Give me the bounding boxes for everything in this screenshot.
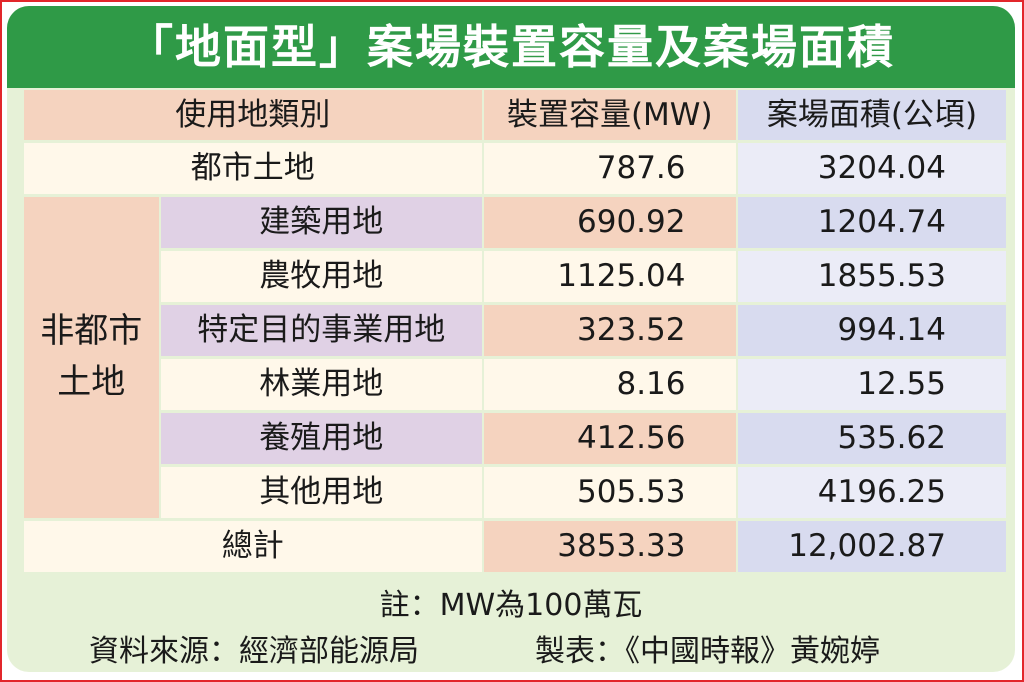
column-header: 案場面積(公頃) <box>738 90 1006 140</box>
capacity-cell: 1125.04 <box>484 250 736 302</box>
category-cell: 養殖用地 <box>161 412 482 464</box>
category-cell: 農牧用地 <box>161 250 482 302</box>
table-title: 「地面型」案場裝置容量及案場面積 <box>7 6 1015 88</box>
category-cell: 其他用地 <box>161 466 482 518</box>
area-cell: 4196.25 <box>738 466 1006 518</box>
area-cell: 1855.53 <box>738 250 1006 302</box>
category-cell: 建築用地 <box>161 196 482 248</box>
group-label: 非都市 <box>40 311 143 352</box>
group-label-cell: 非都市 土地 <box>24 196 159 518</box>
area-cell: 1204.74 <box>738 196 1006 248</box>
area-cell: 535.62 <box>738 412 1006 464</box>
area-cell: 3204.04 <box>738 142 1006 194</box>
column-header: 裝置容量(MW) <box>484 90 736 140</box>
capacity-cell: 787.6 <box>484 142 736 194</box>
source-credit: 資料來源：經濟部能源局 <box>89 634 419 669</box>
category-cell: 都市土地 <box>24 142 482 194</box>
maker-credit: 製表：《中國時報》黃婉婷 <box>535 634 880 669</box>
capacity-cell: 323.52 <box>484 304 736 356</box>
area-cell: 12,002.87 <box>738 520 1006 572</box>
capacity-cell: 505.53 <box>484 466 736 518</box>
capacity-cell: 3853.33 <box>484 520 736 572</box>
capacity-cell: 412.56 <box>484 412 736 464</box>
column-header: 使用地類別 <box>24 90 482 140</box>
group-label: 土地 <box>57 362 126 403</box>
category-cell: 林業用地 <box>161 358 482 410</box>
capacity-cell: 8.16 <box>484 358 736 410</box>
capacity-cell: 690.92 <box>484 196 736 248</box>
category-cell: 特定目的事業用地 <box>161 304 482 356</box>
area-cell: 994.14 <box>738 304 1006 356</box>
table-panel: 「地面型」案場裝置容量及案場面積 使用地類別 裝置容量(MW) 案場面積(公頃) 非都… <box>7 6 1015 672</box>
area-cell: 12.55 <box>738 358 1006 410</box>
table-note: 註：MW為100萬瓦 <box>379 588 643 623</box>
category-cell: 總計 <box>24 520 482 572</box>
